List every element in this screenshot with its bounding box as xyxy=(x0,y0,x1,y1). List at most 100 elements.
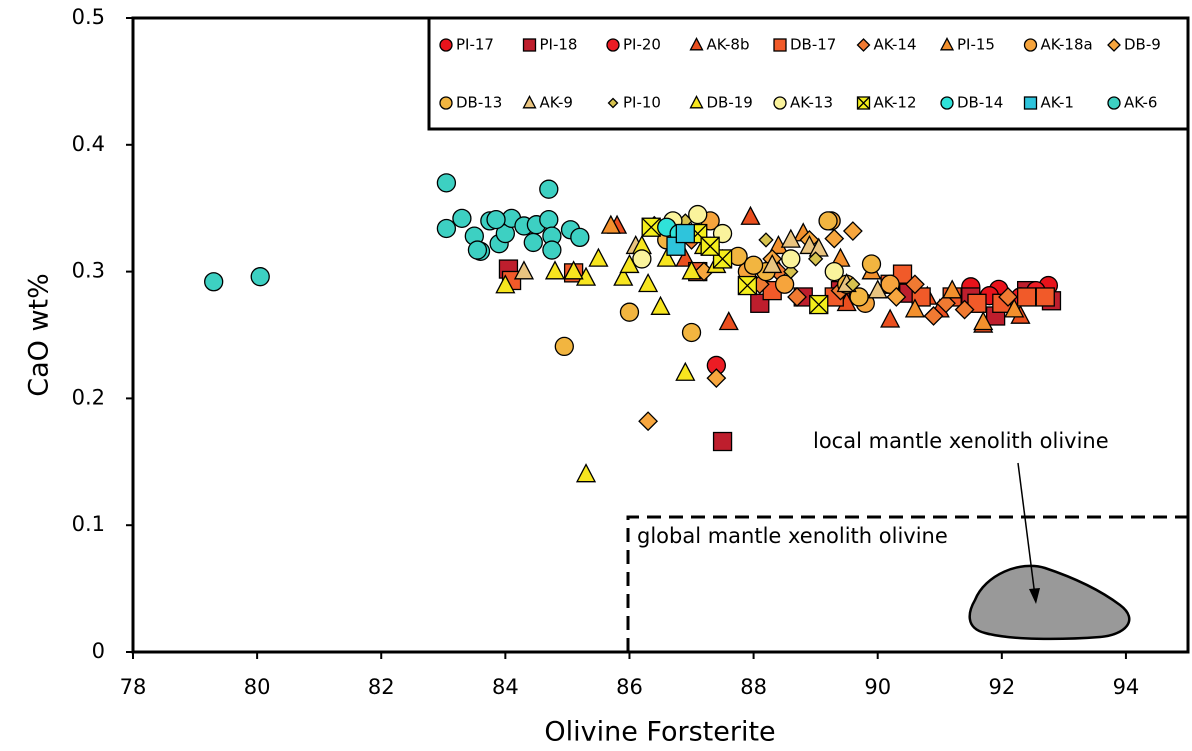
point xyxy=(1107,96,1121,110)
point xyxy=(712,431,733,452)
point xyxy=(439,38,453,52)
point xyxy=(467,240,488,260)
point xyxy=(954,299,975,320)
point-cross xyxy=(700,236,720,256)
point xyxy=(718,311,739,331)
point xyxy=(905,274,925,295)
point xyxy=(638,272,659,293)
point xyxy=(1016,287,1037,307)
point xyxy=(452,208,472,228)
x-axis-label: Olivine Forsterite xyxy=(544,717,775,748)
arrow-head xyxy=(1029,588,1040,604)
point-cross xyxy=(857,96,870,110)
point xyxy=(849,287,869,307)
legend-label: PI-17 xyxy=(456,36,494,54)
x-tick-label: 80 xyxy=(244,675,271,699)
point xyxy=(495,274,516,294)
legend-label: DB-14 xyxy=(957,94,1003,112)
point-cross xyxy=(641,217,661,237)
point xyxy=(250,267,270,287)
point xyxy=(681,260,702,280)
point xyxy=(439,96,453,110)
point xyxy=(570,227,590,248)
point xyxy=(607,97,619,109)
point xyxy=(588,247,609,267)
point xyxy=(436,173,457,193)
legend-label: DB-13 xyxy=(456,94,502,112)
point xyxy=(1023,38,1038,52)
legend-label: AK-12 xyxy=(874,94,917,112)
annotation: local mantle xenolith olivine xyxy=(813,429,1109,453)
point xyxy=(575,463,597,483)
point xyxy=(842,221,863,241)
point xyxy=(856,38,871,52)
y-tick-label: 0.1 xyxy=(72,512,105,536)
point xyxy=(544,260,566,280)
point xyxy=(1107,38,1121,52)
point xyxy=(1023,96,1038,110)
legend-label: DB-17 xyxy=(790,36,836,54)
point-cross xyxy=(737,276,757,296)
point xyxy=(204,272,224,292)
point xyxy=(740,205,761,225)
point xyxy=(554,336,574,357)
point xyxy=(939,37,955,51)
legend-label: PI-10 xyxy=(623,94,661,112)
legend-label: AK-6 xyxy=(1124,94,1157,112)
point xyxy=(904,298,926,318)
point xyxy=(656,247,677,267)
point xyxy=(824,261,844,282)
point xyxy=(638,411,659,432)
legend-label: DB-19 xyxy=(707,94,753,112)
point xyxy=(706,368,727,389)
point xyxy=(743,255,764,275)
point xyxy=(880,308,901,328)
legend-label: AK-1 xyxy=(1041,94,1074,112)
point xyxy=(867,279,888,299)
point xyxy=(688,204,708,225)
point xyxy=(936,293,956,314)
x-tick-label: 82 xyxy=(368,675,395,699)
plot xyxy=(204,173,1062,483)
point-body xyxy=(892,264,913,284)
point xyxy=(606,38,620,52)
x-tick-label: 78 xyxy=(120,675,147,699)
point xyxy=(522,38,537,52)
point xyxy=(758,232,774,248)
point xyxy=(689,37,704,51)
y-axis-label: CaO wt% xyxy=(24,273,55,397)
point-body xyxy=(1023,96,1038,110)
x-tick-label: 90 xyxy=(864,675,891,699)
point xyxy=(774,274,795,294)
point xyxy=(762,253,783,274)
legend-label: PI-20 xyxy=(623,36,661,54)
y-tick-label: 0.4 xyxy=(72,132,105,156)
point xyxy=(845,276,861,292)
point xyxy=(942,279,963,299)
point xyxy=(824,228,845,249)
point xyxy=(619,302,640,322)
point xyxy=(783,263,799,280)
point-body xyxy=(712,431,733,452)
point xyxy=(861,254,882,274)
legend-label: AK-14 xyxy=(874,36,917,54)
point xyxy=(542,240,562,260)
point xyxy=(780,228,801,248)
x-tick-label: 92 xyxy=(988,675,1015,699)
point xyxy=(675,361,696,381)
x-tick-label: 88 xyxy=(740,675,767,699)
point xyxy=(681,322,702,343)
point xyxy=(856,96,871,110)
legend-label: AK-18a xyxy=(1041,36,1093,54)
point-body xyxy=(522,38,537,52)
point-body xyxy=(1035,287,1055,307)
point xyxy=(923,306,944,326)
point xyxy=(436,218,457,239)
point xyxy=(737,275,758,296)
point xyxy=(539,209,559,230)
point xyxy=(809,294,829,315)
point xyxy=(940,96,954,110)
point xyxy=(513,260,535,280)
y-tick-label: 0.3 xyxy=(72,259,105,283)
